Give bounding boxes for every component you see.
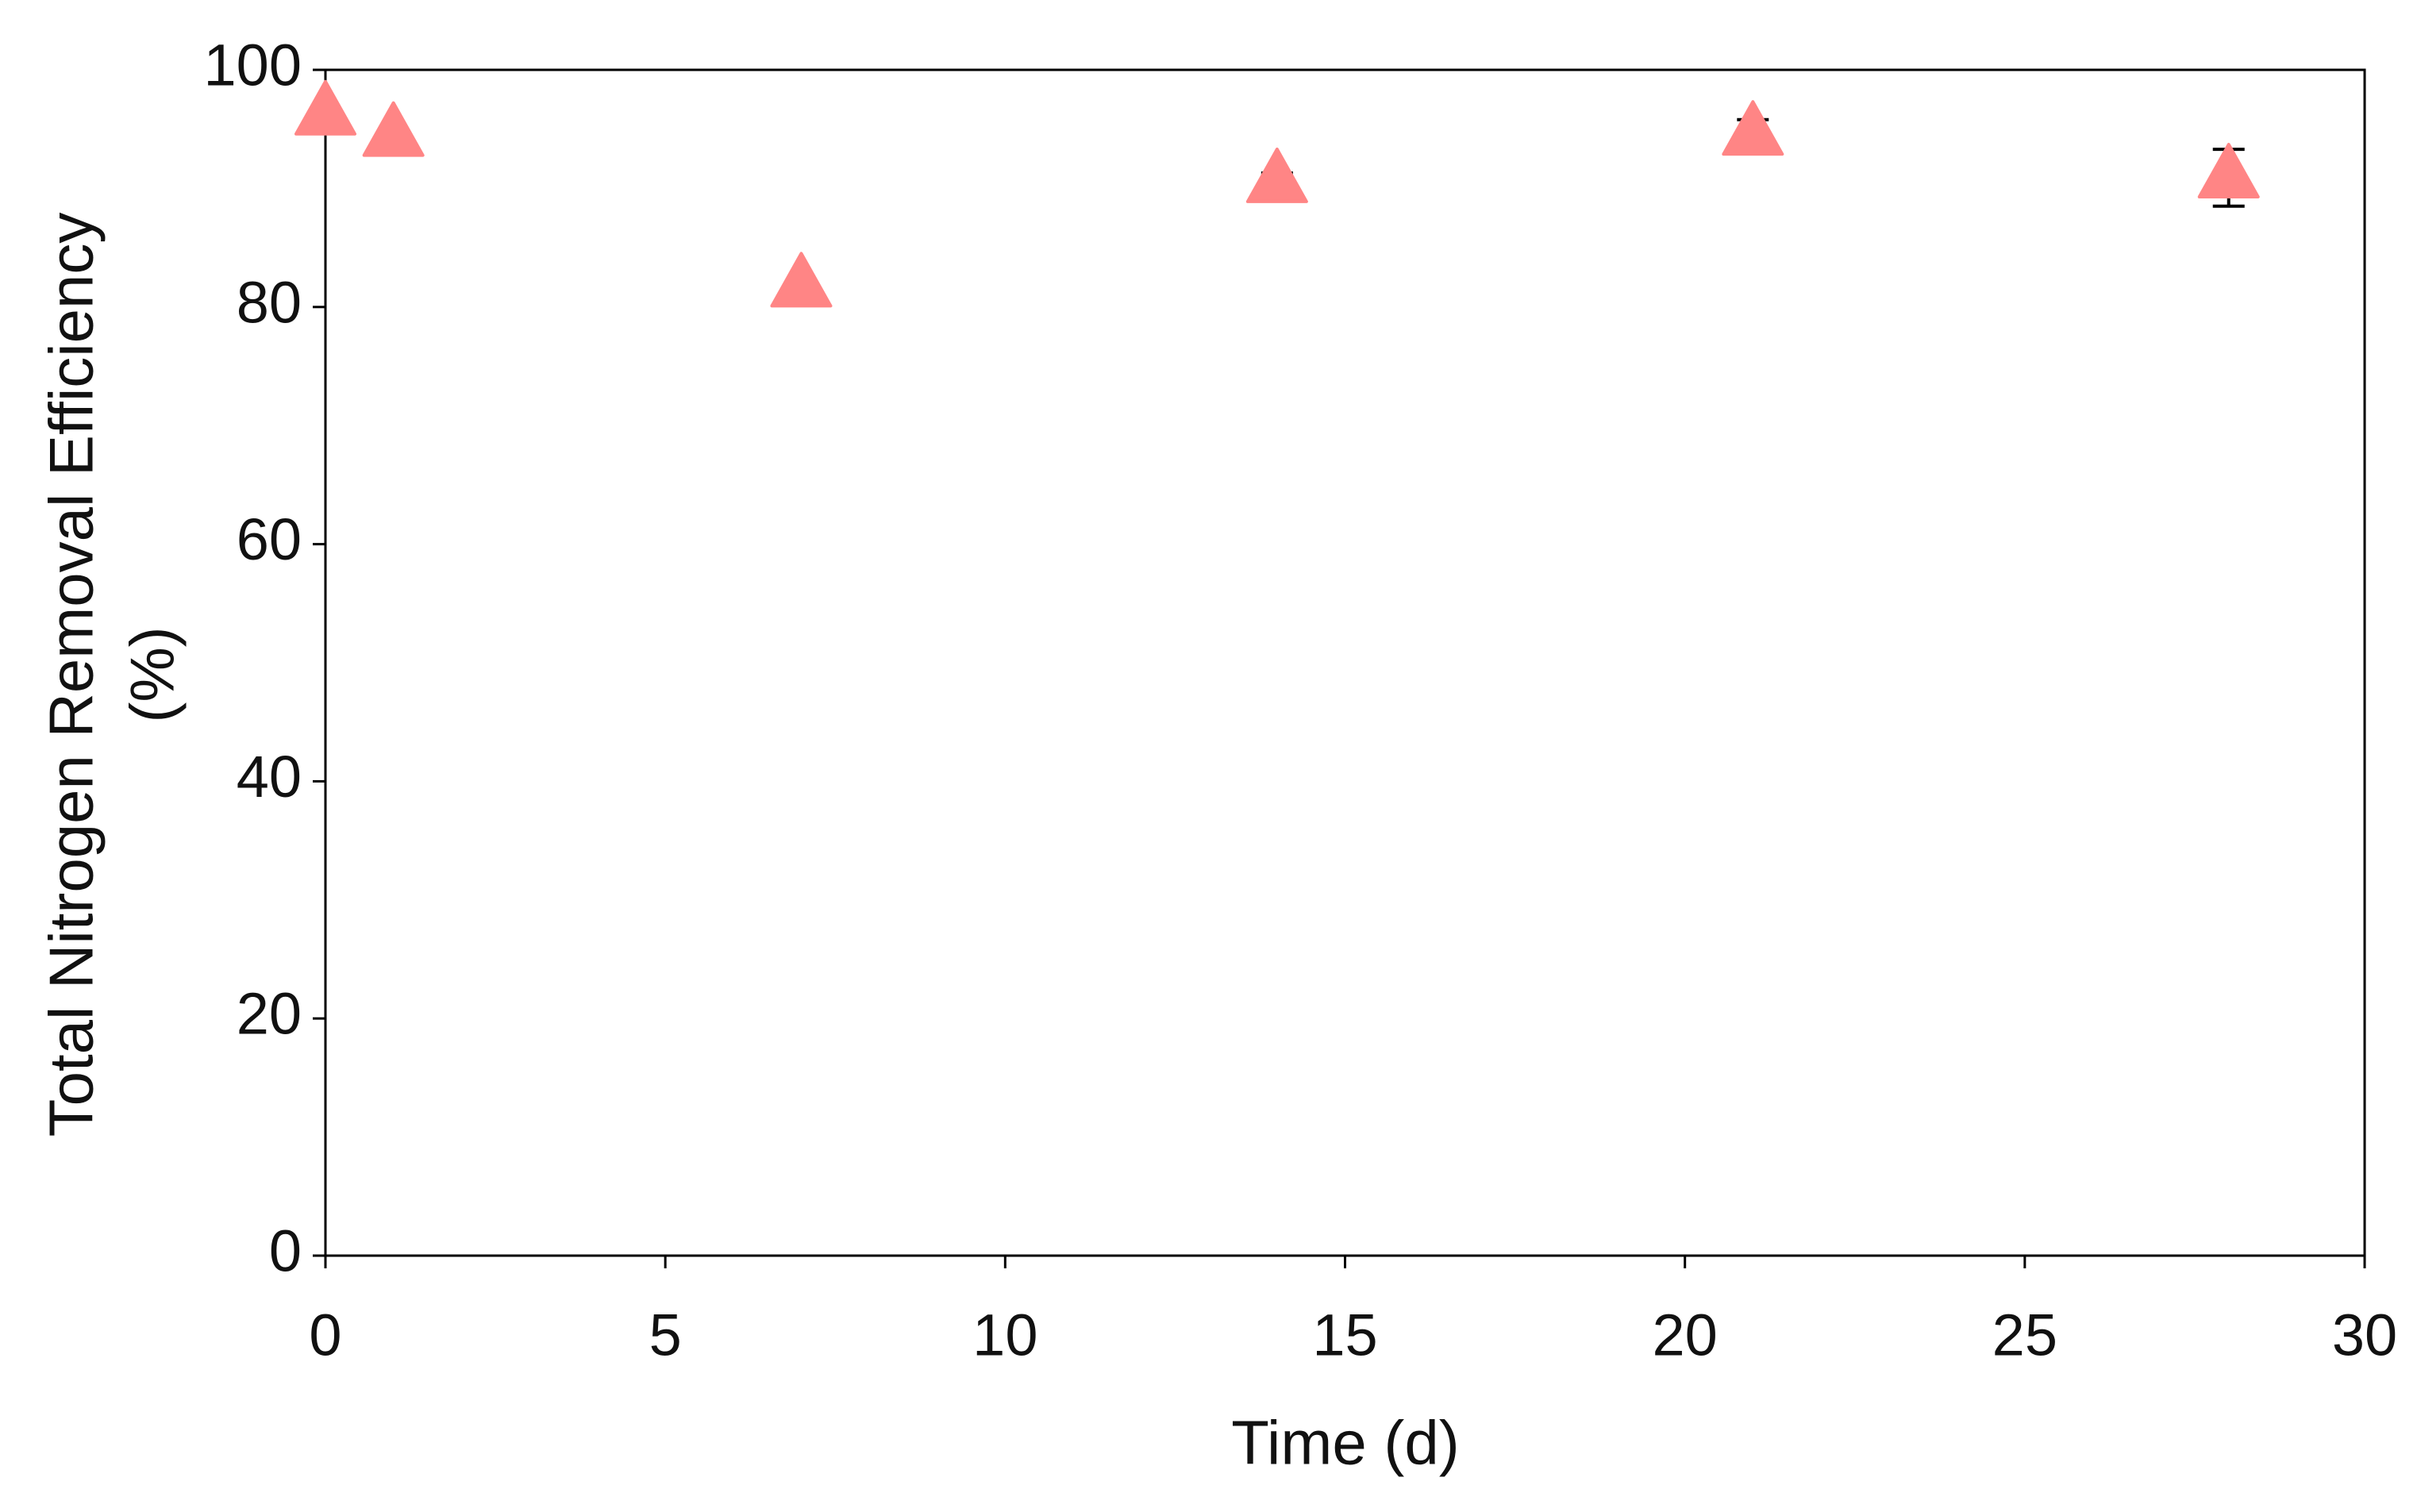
y-tick-label: 60: [237, 506, 302, 572]
marker: [294, 79, 356, 136]
y-tick-label: 100: [204, 33, 302, 98]
y-axis-label: (%): [117, 626, 187, 722]
marker: [362, 101, 425, 157]
x-tick-label: 20: [1653, 1302, 1718, 1368]
x-tick-label: 0: [309, 1302, 341, 1368]
x-tick-label: 25: [1992, 1302, 2057, 1368]
x-tick-label: 30: [2332, 1302, 2397, 1368]
marker: [1245, 147, 1308, 203]
x-tick-label: 15: [1312, 1302, 1377, 1368]
marker: [1722, 100, 1784, 156]
y-tick-label: 20: [237, 981, 302, 1047]
x-tick-label: 10: [972, 1302, 1037, 1368]
marker: [2197, 142, 2260, 198]
plot-frame: [324, 68, 2366, 1257]
x-tick-label: 5: [649, 1302, 682, 1368]
marker: [770, 252, 833, 308]
y-axis-label: Total Nitrogen Removal Efficiency: [37, 213, 106, 1137]
y-tick-label: 80: [237, 269, 302, 335]
y-tick-label: 0: [269, 1218, 302, 1284]
y-tick-label: 40: [237, 744, 302, 810]
x-axis-label: Time (d): [1231, 1408, 1459, 1478]
